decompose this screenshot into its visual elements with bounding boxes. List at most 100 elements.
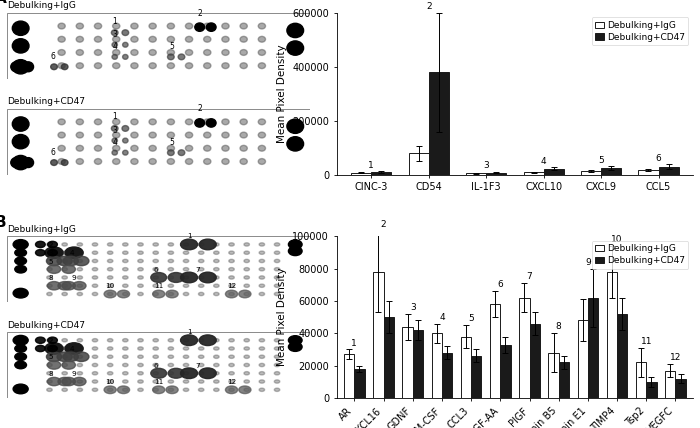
Ellipse shape: [131, 23, 138, 29]
Ellipse shape: [167, 54, 174, 60]
Ellipse shape: [167, 50, 174, 55]
Bar: [519, 298, 529, 398]
Ellipse shape: [214, 388, 219, 392]
Ellipse shape: [204, 36, 211, 42]
Ellipse shape: [167, 158, 174, 164]
Ellipse shape: [62, 268, 67, 271]
Ellipse shape: [258, 146, 265, 151]
Ellipse shape: [107, 251, 113, 254]
Ellipse shape: [131, 119, 138, 125]
Ellipse shape: [167, 150, 174, 155]
Ellipse shape: [229, 380, 234, 383]
Ellipse shape: [58, 50, 65, 55]
Ellipse shape: [57, 352, 72, 362]
Ellipse shape: [168, 276, 174, 279]
Ellipse shape: [259, 372, 265, 375]
Ellipse shape: [50, 160, 57, 166]
Ellipse shape: [183, 363, 189, 367]
Ellipse shape: [167, 23, 174, 29]
Ellipse shape: [15, 265, 27, 273]
Ellipse shape: [62, 251, 67, 254]
Ellipse shape: [62, 363, 67, 367]
Text: 1: 1: [112, 17, 117, 26]
Ellipse shape: [186, 132, 192, 138]
Text: Debulking+CD47: Debulking+CD47: [7, 321, 85, 330]
Ellipse shape: [153, 292, 158, 296]
Text: 7: 7: [196, 363, 200, 369]
Ellipse shape: [46, 256, 62, 266]
Text: 3: 3: [112, 30, 117, 39]
Ellipse shape: [149, 63, 156, 68]
Ellipse shape: [48, 250, 57, 256]
Ellipse shape: [149, 36, 156, 42]
Bar: [402, 327, 413, 398]
Bar: [617, 314, 627, 398]
Ellipse shape: [214, 347, 219, 350]
Text: 12: 12: [227, 379, 236, 385]
Bar: [351, 172, 371, 175]
Bar: [471, 356, 482, 398]
Ellipse shape: [94, 36, 101, 42]
Bar: [544, 169, 564, 175]
Ellipse shape: [274, 372, 280, 375]
Ellipse shape: [62, 339, 67, 342]
Ellipse shape: [107, 339, 113, 342]
Text: 2: 2: [426, 2, 431, 11]
Ellipse shape: [138, 372, 144, 375]
Bar: [373, 272, 384, 398]
Ellipse shape: [47, 363, 52, 367]
Ellipse shape: [229, 292, 234, 296]
Ellipse shape: [45, 247, 63, 259]
Ellipse shape: [167, 63, 174, 68]
Ellipse shape: [77, 292, 83, 296]
Ellipse shape: [92, 243, 98, 246]
Ellipse shape: [239, 290, 251, 298]
Bar: [486, 172, 506, 175]
Ellipse shape: [240, 23, 247, 29]
Ellipse shape: [57, 256, 72, 266]
Ellipse shape: [183, 268, 189, 271]
Ellipse shape: [183, 259, 189, 263]
Ellipse shape: [104, 290, 116, 298]
Ellipse shape: [149, 23, 156, 29]
Text: 2: 2: [49, 338, 53, 344]
Ellipse shape: [183, 372, 189, 375]
Ellipse shape: [62, 64, 68, 70]
Ellipse shape: [13, 39, 29, 53]
Ellipse shape: [92, 284, 98, 287]
Ellipse shape: [168, 243, 174, 246]
Ellipse shape: [244, 372, 249, 375]
Ellipse shape: [199, 368, 216, 379]
Ellipse shape: [229, 355, 234, 358]
Text: 4: 4: [112, 42, 117, 51]
Ellipse shape: [259, 347, 265, 350]
Ellipse shape: [183, 276, 189, 279]
Ellipse shape: [47, 251, 52, 254]
Ellipse shape: [58, 132, 65, 138]
Ellipse shape: [77, 380, 83, 383]
Text: 6: 6: [50, 148, 55, 157]
Ellipse shape: [113, 158, 120, 164]
Ellipse shape: [186, 36, 192, 42]
Ellipse shape: [36, 345, 46, 352]
Ellipse shape: [214, 355, 219, 358]
Ellipse shape: [167, 146, 174, 151]
Bar: [581, 171, 601, 175]
Ellipse shape: [77, 284, 83, 287]
Ellipse shape: [36, 337, 46, 343]
Bar: [607, 272, 617, 398]
Ellipse shape: [214, 259, 219, 263]
Text: 1: 1: [187, 234, 191, 240]
Text: 4: 4: [112, 138, 117, 147]
Text: 4: 4: [70, 250, 74, 256]
Text: 5: 5: [49, 259, 53, 265]
Ellipse shape: [244, 355, 249, 358]
Ellipse shape: [122, 259, 128, 263]
Text: 4: 4: [439, 312, 444, 322]
Ellipse shape: [73, 377, 86, 386]
Ellipse shape: [240, 158, 247, 164]
Ellipse shape: [13, 336, 28, 345]
Ellipse shape: [92, 268, 98, 271]
Ellipse shape: [149, 119, 156, 125]
Ellipse shape: [199, 380, 204, 383]
